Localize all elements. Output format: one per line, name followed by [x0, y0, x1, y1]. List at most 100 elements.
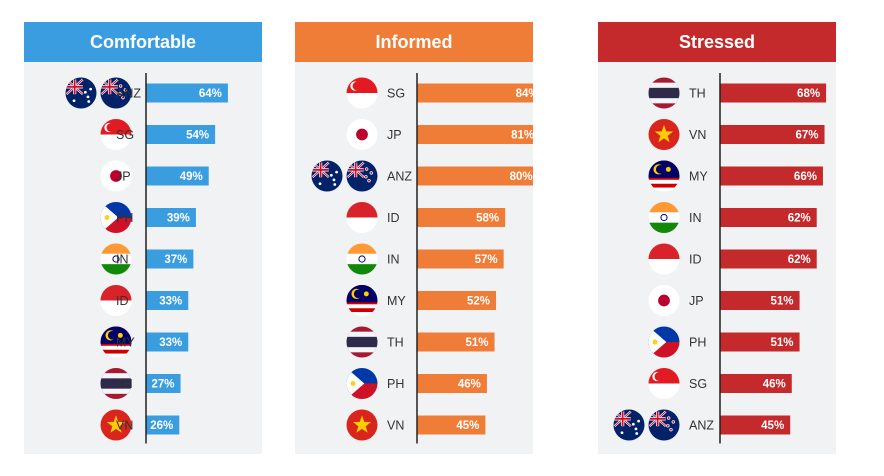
flag-my-icon: [100, 326, 132, 358]
flag-my-icon: [648, 160, 680, 192]
data-label: 27%: [152, 379, 175, 391]
bar-row: SG 84%: [346, 77, 533, 109]
flag-in-icon: [648, 202, 680, 233]
bar-row: VN 45%: [346, 409, 486, 441]
data-label: 80%: [510, 171, 533, 183]
data-label: 57%: [475, 254, 498, 266]
data-label: 58%: [476, 213, 499, 225]
flag-au-icon: [613, 409, 645, 441]
bar: [146, 208, 196, 227]
bar-row: PH 46%: [346, 368, 487, 399]
category-label: PH: [387, 377, 404, 391]
bar: [720, 332, 800, 352]
flag-ph-icon: [100, 202, 132, 233]
bar: [720, 415, 791, 435]
data-label: 33%: [159, 337, 182, 349]
bar-row: IN 57%: [346, 243, 504, 275]
category-label: IN: [387, 253, 400, 267]
bar-row: MY 66%: [648, 160, 823, 192]
category-label: SG: [689, 377, 707, 391]
data-label: 62%: [788, 213, 811, 225]
flag-in-icon: [346, 243, 378, 275]
bar: [720, 125, 825, 144]
chart-stressed: TH 68% VN 67% MY 66% IN 62% ID 62% JP 51% PH 51% SG 46%…: [613, 73, 827, 444]
category-label: PH: [689, 336, 706, 350]
bar: [417, 125, 533, 144]
panel-title: Informed: [295, 22, 533, 62]
data-label: 26%: [150, 420, 173, 432]
panel-informed: Informed SG 84% JP 81% ANZ 80% ID 58% IN 57% MY 52%…: [295, 22, 533, 454]
flag-th-icon: [100, 368, 132, 399]
flag-ph-icon: [346, 368, 378, 399]
data-label: 51%: [771, 337, 794, 349]
bar: [146, 125, 216, 144]
data-label: 62%: [788, 254, 811, 266]
chart-informed: SG 84% JP 81% ANZ 80% ID 58% IN 57% MY 52% TH 51% PH 46…: [311, 73, 533, 444]
flag-th-icon: [346, 326, 378, 358]
flag-sg-icon: [100, 119, 132, 150]
category-label: PH: [116, 211, 133, 225]
data-label: 46%: [763, 379, 786, 391]
data-label: 51%: [465, 337, 488, 349]
data-label: 64%: [199, 88, 222, 100]
bar-row: TH 27%: [100, 368, 181, 399]
bar: [146, 166, 209, 186]
category-label: SG: [116, 128, 134, 142]
category-label: ID: [689, 253, 702, 267]
category-label: IN: [689, 211, 702, 225]
data-label: 84%: [516, 88, 533, 100]
data-label: 67%: [795, 130, 818, 142]
bar: [146, 332, 189, 352]
data-label: 66%: [794, 171, 817, 183]
category-label: VN: [116, 419, 133, 433]
flag-nz-icon: [648, 409, 680, 441]
panel-title: Stressed: [598, 22, 836, 62]
flag-jp-icon: [100, 160, 132, 192]
category-label: JP: [116, 170, 131, 184]
bar: [720, 83, 827, 103]
data-label: 68%: [797, 88, 820, 100]
data-label: 81%: [511, 130, 533, 142]
category-label: MY: [689, 170, 708, 184]
category-label: SG: [387, 87, 405, 101]
bar: [417, 208, 506, 227]
category-label: ID: [387, 211, 400, 225]
bar: [720, 291, 800, 310]
bar: [720, 166, 823, 186]
bar: [146, 83, 228, 103]
bar-row: MY 33%: [100, 326, 189, 358]
category-label: ANZ: [387, 170, 412, 184]
bar: [417, 83, 533, 103]
bar-row: VN 67%: [648, 119, 825, 150]
flag-sg-icon: [648, 368, 680, 399]
bar-row: SG 46%: [648, 368, 792, 399]
flag-my-icon: [346, 285, 378, 316]
bar: [417, 415, 486, 435]
bar-row: PH 39%: [100, 202, 196, 233]
data-label: 49%: [180, 171, 203, 183]
bar: [720, 249, 817, 269]
data-label: 54%: [186, 130, 209, 142]
flag-id-icon: [100, 285, 132, 316]
bar-row: ANZ 45%: [613, 409, 791, 441]
data-label: 52%: [467, 296, 490, 308]
bar: [146, 415, 180, 435]
flag-jp-icon: [346, 119, 378, 150]
bar-row: MY 52%: [346, 285, 497, 316]
data-label: 39%: [167, 213, 190, 225]
bar-row: ID 62%: [648, 243, 817, 275]
category-label: TH: [387, 336, 404, 350]
bar: [146, 374, 181, 393]
flag-au-icon: [311, 160, 343, 192]
category-label: ID: [116, 294, 129, 308]
data-label: 51%: [771, 296, 794, 308]
bar: [417, 291, 497, 310]
bar-row: ID 33%: [100, 285, 189, 316]
flag-th-icon: [648, 77, 680, 109]
flag-au-icon: [65, 77, 97, 109]
category-label: ANZ: [689, 419, 714, 433]
data-label: 37%: [164, 254, 187, 266]
data-label: 46%: [458, 379, 481, 391]
flag-in-icon: [100, 243, 132, 275]
category-label: TH: [116, 377, 133, 391]
